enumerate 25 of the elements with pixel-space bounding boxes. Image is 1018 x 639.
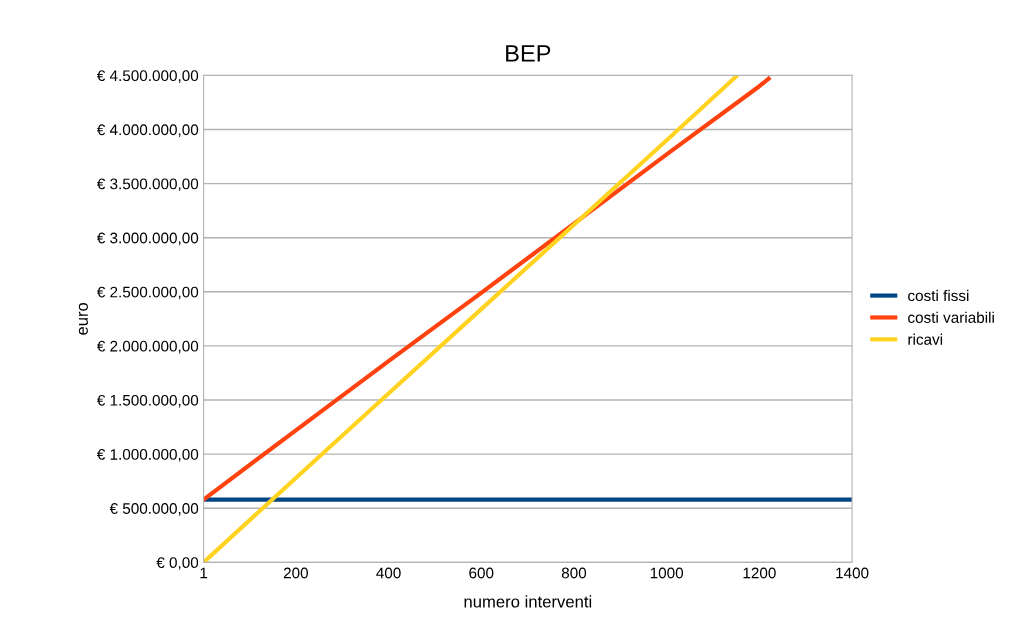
y-tick-label: € 2.500.000,00 (96, 286, 199, 300)
y-tick-label: € 1.000.000,00 (96, 448, 199, 462)
x-tick-label: 400 (376, 567, 401, 579)
chart-title: BEP (506, 45, 551, 62)
x-tick-label: 200 (283, 567, 308, 579)
x-tick-label: 1000 (650, 567, 684, 579)
x-tick-label: 1400 (836, 567, 869, 579)
y-tick-label: € 2.000.000,00 (96, 340, 199, 354)
x-tick-label: 600 (469, 567, 494, 579)
y-tick-label: € 3.500.000,00 (96, 178, 199, 192)
x-axis-title: numero interventi (464, 595, 592, 608)
y-tick-label: € 1.500.000,00 (96, 394, 199, 408)
legend-label: ricavi (908, 333, 943, 345)
y-tick-label: € 3.000.000,00 (96, 232, 199, 246)
y-tick-label: € 4.500.000,00 (96, 70, 199, 83)
y-axis-title: euro (78, 302, 88, 335)
x-tick-label: 800 (561, 567, 587, 579)
x-tick-label: 1200 (743, 567, 776, 579)
y-tick-label: € 0,00 (156, 557, 199, 570)
y-tick-label: € 4.000.000,00 (96, 124, 199, 137)
legend-label: costi variabili (908, 311, 994, 323)
legend-label: costi fissi (908, 289, 969, 302)
y-tick-label: € 500.000,00 (109, 503, 199, 516)
x-tick-label: 1 (200, 567, 208, 579)
line-series (203, 76, 771, 502)
